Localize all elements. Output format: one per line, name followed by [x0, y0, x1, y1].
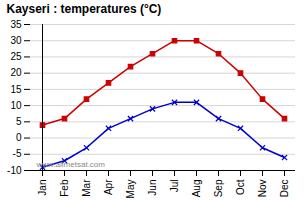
svg-text:20: 20: [10, 67, 22, 78]
svg-text:0: 0: [16, 132, 22, 143]
svg-text:Apr: Apr: [103, 179, 114, 195]
svg-text:Dec: Dec: [279, 180, 290, 198]
svg-text:25: 25: [10, 51, 22, 62]
svg-text:35: 35: [10, 19, 22, 30]
svg-text:15: 15: [10, 84, 22, 95]
svg-text:Oct: Oct: [235, 179, 246, 195]
svg-text:10: 10: [10, 100, 22, 111]
svg-text:Jul: Jul: [169, 180, 180, 193]
svg-text:-10: -10: [7, 165, 22, 176]
svg-text:Jan: Jan: [37, 180, 48, 196]
svg-text:30: 30: [10, 35, 22, 46]
svg-text:May: May: [125, 180, 136, 199]
svg-text:Nov: Nov: [257, 180, 268, 198]
svg-text:Aug: Aug: [191, 180, 202, 198]
svg-text:www.allmetsat.com: www.allmetsat.com: [36, 160, 106, 169]
svg-text:Feb: Feb: [59, 179, 70, 197]
svg-text:Jun: Jun: [147, 180, 158, 196]
svg-text:-5: -5: [13, 148, 22, 159]
svg-text:Kayseri : temperatures (°C): Kayseri : temperatures (°C): [7, 2, 162, 16]
svg-text:5: 5: [16, 116, 22, 127]
svg-text:Sep: Sep: [213, 179, 224, 197]
svg-text:Mar: Mar: [81, 179, 92, 197]
